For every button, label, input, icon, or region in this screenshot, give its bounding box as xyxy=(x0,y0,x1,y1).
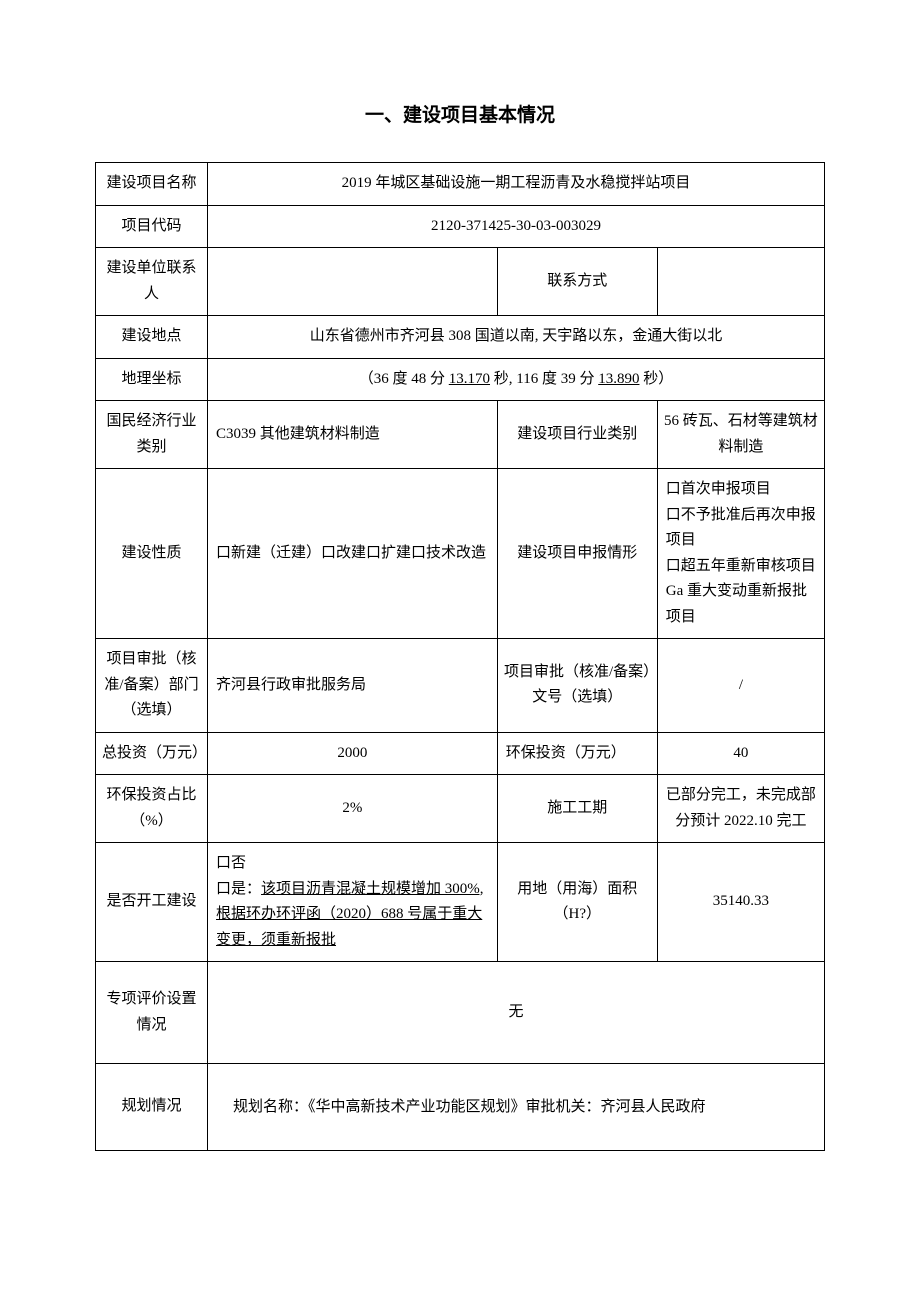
started-yes: 口是：该项目沥青混凝土规模增加 300%,根据环办环评函（2020）688 号属… xyxy=(216,877,491,954)
label-location: 建设地点 xyxy=(96,316,208,359)
value-period: 已部分完工，未完成部分预计 2022.10 完工 xyxy=(657,775,824,843)
row-project-name: 建设项目名称 2019 年城区基础设施一期工程沥青及水稳搅拌站项目 xyxy=(96,163,825,206)
label-land: 用地（用海）面积（H?） xyxy=(497,843,657,962)
label-approval-dept: 项目审批（核准/备案）部门（选填） xyxy=(96,639,208,733)
declare-opt3: 口超五年重新审核项目 Ga 重大变动重新报批项目 xyxy=(666,554,818,631)
label-period: 施工工期 xyxy=(497,775,657,843)
label-econ-class: 国民经济行业类别 xyxy=(96,401,208,469)
row-project-code: 项目代码 2120-371425-30-03-003029 xyxy=(96,205,825,248)
value-land: 35140.33 xyxy=(657,843,824,962)
row-nature: 建设性质 口新建（迁建）口改建口扩建口技术改造 建设项目申报情形 口首次申报项目… xyxy=(96,469,825,639)
value-project-name: 2019 年城区基础设施一期工程沥青及水稳搅拌站项目 xyxy=(208,163,825,206)
value-approval-no: / xyxy=(657,639,824,733)
declare-opt2: 口不予批准后再次申报项目 xyxy=(666,503,818,554)
label-env-ratio: 环保投资占比（%） xyxy=(96,775,208,843)
value-plan: 规划名称：《华中高新技术产业功能区规划》审批机关：齐河县人民政府 xyxy=(208,1064,825,1151)
value-contact-method xyxy=(657,248,824,316)
row-plan: 规划情况 规划名称：《华中高新技术产业功能区规划》审批机关：齐河县人民政府 xyxy=(96,1064,825,1151)
value-coords: （36 度 48 分 13.170 秒, 116 度 39 分 13.890 秒… xyxy=(208,358,825,401)
label-plan: 规划情况 xyxy=(96,1064,208,1151)
row-special: 专项评价设置情况 无 xyxy=(96,962,825,1064)
label-started: 是否开工建设 xyxy=(96,843,208,962)
value-project-code: 2120-371425-30-03-003029 xyxy=(208,205,825,248)
label-approval-no: 项目审批（核准/备案）文号（选填） xyxy=(497,639,657,733)
value-special: 无 xyxy=(208,962,825,1064)
row-location: 建设地点 山东省德州市齐河县 308 国道以南, 天宇路以东，金通大街以北 xyxy=(96,316,825,359)
value-started: 口否 口是：该项目沥青混凝土规模增加 300%,根据环办环评函（2020）688… xyxy=(208,843,498,962)
value-proj-ind: 56 砖瓦、石材等建筑材料制造 xyxy=(657,401,824,469)
coords-sec2: 13.890 xyxy=(598,371,639,387)
coords-suffix: 秒） xyxy=(639,371,673,387)
value-contact xyxy=(208,248,498,316)
label-contact: 建设单位联系人 xyxy=(96,248,208,316)
label-nature: 建设性质 xyxy=(96,469,208,639)
started-no: 口否 xyxy=(216,851,491,877)
section-title: 一、建设项目基本情况 xyxy=(95,100,825,127)
label-proj-ind: 建设项目行业类别 xyxy=(497,401,657,469)
row-coords: 地理坐标 （36 度 48 分 13.170 秒, 116 度 39 分 13.… xyxy=(96,358,825,401)
value-location: 山东省德州市齐河县 308 国道以南, 天宇路以东，金通大街以北 xyxy=(208,316,825,359)
coords-mid: 秒, 116 度 39 分 xyxy=(490,371,598,387)
row-started: 是否开工建设 口否 口是：该项目沥青混凝土规模增加 300%,根据环办环评函（2… xyxy=(96,843,825,962)
coords-prefix: （36 度 48 分 xyxy=(359,371,449,387)
value-approval-dept: 齐河县行政审批服务局 xyxy=(208,639,498,733)
declare-opt1: 口首次申报项目 xyxy=(666,477,818,503)
label-project-name: 建设项目名称 xyxy=(96,163,208,206)
label-contact-method: 联系方式 xyxy=(497,248,657,316)
label-total-invest: 总投资（万元） xyxy=(96,732,208,775)
value-env-invest: 40 xyxy=(657,732,824,775)
value-declare: 口首次申报项目 口不予批准后再次申报项目 口超五年重新审核项目 Ga 重大变动重… xyxy=(657,469,824,639)
row-approval-dept: 项目审批（核准/备案）部门（选填） 齐河县行政审批服务局 项目审批（核准/备案）… xyxy=(96,639,825,733)
value-env-ratio: 2% xyxy=(208,775,498,843)
row-env-ratio: 环保投资占比（%） 2% 施工工期 已部分完工，未完成部分预计 2022.10 … xyxy=(96,775,825,843)
started-yes-prefix: 口是： xyxy=(216,881,261,897)
value-econ-class: C3039 其他建筑材料制造 xyxy=(208,401,498,469)
label-project-code: 项目代码 xyxy=(96,205,208,248)
value-total-invest: 2000 xyxy=(208,732,498,775)
row-contact: 建设单位联系人 联系方式 xyxy=(96,248,825,316)
label-coords: 地理坐标 xyxy=(96,358,208,401)
coords-sec1: 13.170 xyxy=(449,371,490,387)
value-nature: 口新建（迁建）口改建口扩建口技术改造 xyxy=(208,469,498,639)
label-special: 专项评价设置情况 xyxy=(96,962,208,1064)
label-env-invest: 环保投资（万元） xyxy=(497,732,657,775)
row-econ-class: 国民经济行业类别 C3039 其他建筑材料制造 建设项目行业类别 56 砖瓦、石… xyxy=(96,401,825,469)
project-info-table: 建设项目名称 2019 年城区基础设施一期工程沥青及水稳搅拌站项目 项目代码 2… xyxy=(95,162,825,1151)
row-total-invest: 总投资（万元） 2000 环保投资（万元） 40 xyxy=(96,732,825,775)
label-declare: 建设项目申报情形 xyxy=(497,469,657,639)
